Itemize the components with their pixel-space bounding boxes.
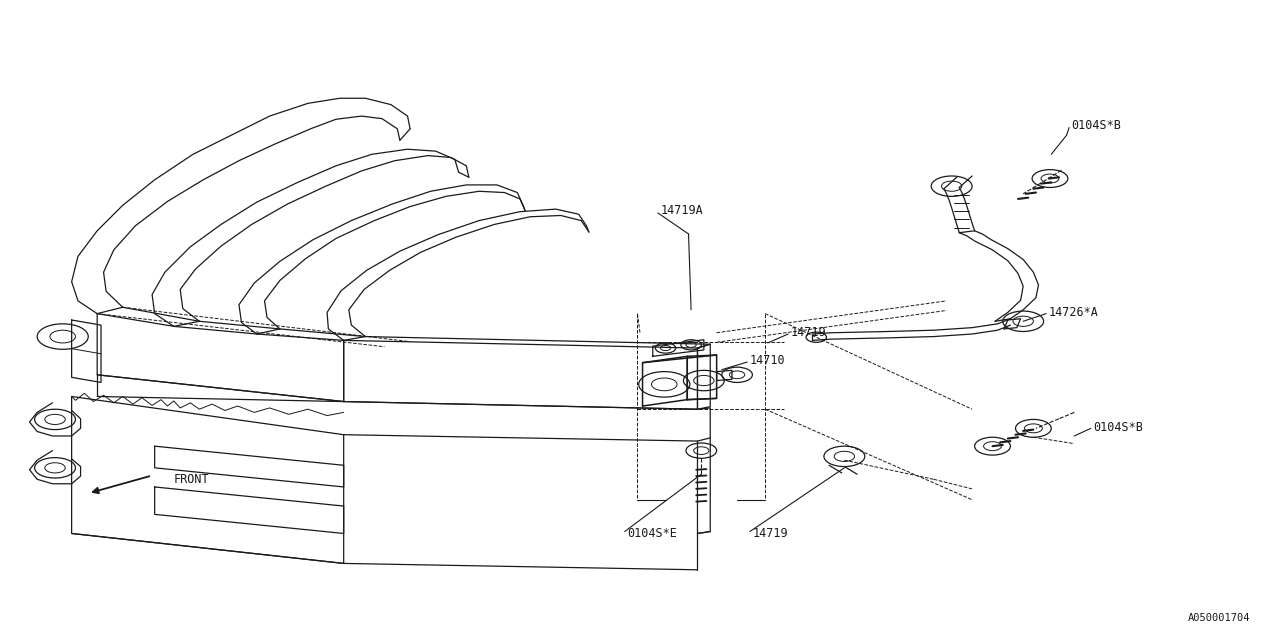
Text: 14719: 14719 <box>791 326 827 339</box>
Text: 14726*A: 14726*A <box>1048 306 1098 319</box>
Text: A050001704: A050001704 <box>1188 612 1251 623</box>
Text: 0104S*B: 0104S*B <box>1093 420 1143 433</box>
Text: 0104S*B: 0104S*B <box>1071 119 1121 132</box>
Text: 14719A: 14719A <box>660 204 703 217</box>
Text: 14710: 14710 <box>750 355 786 367</box>
Text: FRONT: FRONT <box>174 473 210 486</box>
Text: 0104S*E: 0104S*E <box>627 527 677 540</box>
Text: 14719: 14719 <box>753 527 788 540</box>
